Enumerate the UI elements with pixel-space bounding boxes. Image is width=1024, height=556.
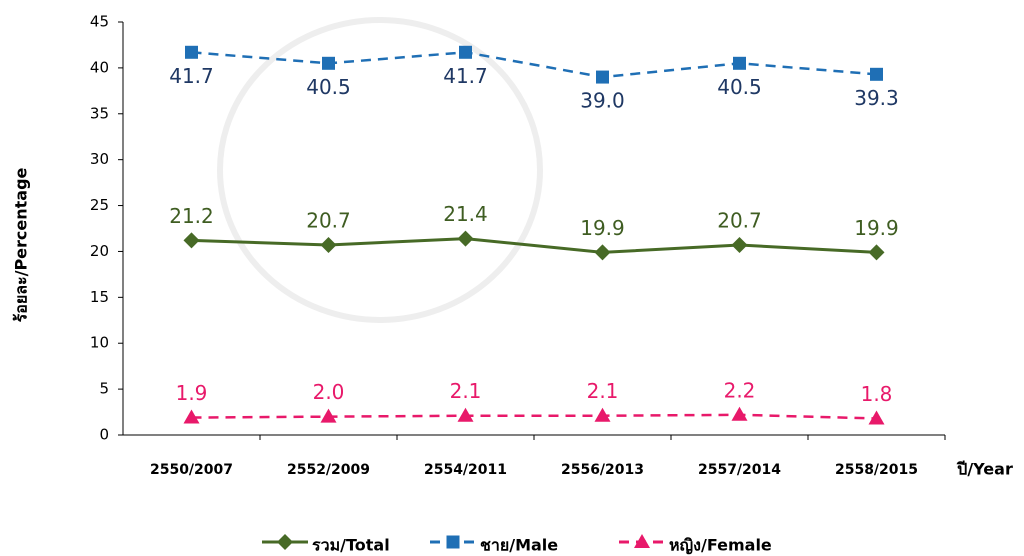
data-label: 2.2 <box>724 378 756 402</box>
data-label: 39.0 <box>580 89 625 113</box>
y-tick-label: 0 <box>99 426 109 444</box>
y-tick-label: 20 <box>90 242 109 260</box>
legend-label: รวม/Total <box>312 536 390 555</box>
legend-label: ชาย/Male <box>480 536 558 555</box>
data-label: 2.1 <box>587 379 619 403</box>
y-tick-label: 5 <box>99 380 109 398</box>
marker <box>732 237 748 253</box>
data-label: 19.9 <box>580 216 625 240</box>
marker <box>185 46 198 59</box>
x-tick-label: 2550/2007 <box>150 462 233 478</box>
data-label: 41.7 <box>443 64 488 88</box>
series-line <box>192 239 877 253</box>
data-label: 20.7 <box>306 209 351 233</box>
data-label: 40.5 <box>306 75 351 99</box>
marker <box>869 244 885 260</box>
marker <box>596 71 609 84</box>
data-label: 41.7 <box>169 64 214 88</box>
series-line <box>192 415 877 419</box>
marker <box>459 46 472 59</box>
marker <box>447 536 460 549</box>
marker <box>733 57 746 70</box>
marker <box>277 534 293 550</box>
marker <box>869 410 885 424</box>
chart: ร้อยละ/Percentage ปี/Year 0 5 10 15 20 25 30 35… <box>0 0 1024 556</box>
x-tick-label: 2556/2013 <box>561 462 644 478</box>
marker <box>322 57 335 70</box>
marker <box>184 232 200 248</box>
y-tick-label: 40 <box>90 58 109 76</box>
x-tick-label: 2558/2015 <box>835 462 918 478</box>
x-tick-label: 2554/2011 <box>424 462 507 478</box>
data-label: 2.0 <box>313 380 345 404</box>
x-tick-label: 2552/2009 <box>287 462 370 478</box>
watermark <box>220 20 540 320</box>
x-tick-label: 2557/2014 <box>698 462 781 478</box>
data-label: 39.3 <box>854 86 899 110</box>
marker <box>458 231 474 247</box>
series-line <box>192 52 877 77</box>
y-tick-label: 15 <box>90 288 109 306</box>
legend-label: หญิง/Female <box>669 536 772 556</box>
marker <box>870 68 883 81</box>
data-label: 1.9 <box>176 381 208 405</box>
data-label: 40.5 <box>717 75 762 99</box>
y-tick-label: 45 <box>90 13 109 31</box>
y-tick-label: 10 <box>90 334 109 352</box>
data-label: 21.2 <box>169 204 214 228</box>
data-label: 2.1 <box>450 379 482 403</box>
data-label: 1.8 <box>861 382 893 406</box>
data-label: 19.9 <box>854 216 899 240</box>
marker <box>595 244 611 260</box>
data-label: 21.4 <box>443 202 488 226</box>
marker <box>321 237 337 253</box>
x-axis-title: ปี/Year <box>956 460 1013 479</box>
y-axis-title: ร้อยละ/Percentage <box>12 167 31 322</box>
y-tick-label: 35 <box>90 104 109 122</box>
data-label: 20.7 <box>717 209 762 233</box>
y-tick-label: 30 <box>90 150 109 168</box>
y-tick-label: 25 <box>90 196 109 214</box>
